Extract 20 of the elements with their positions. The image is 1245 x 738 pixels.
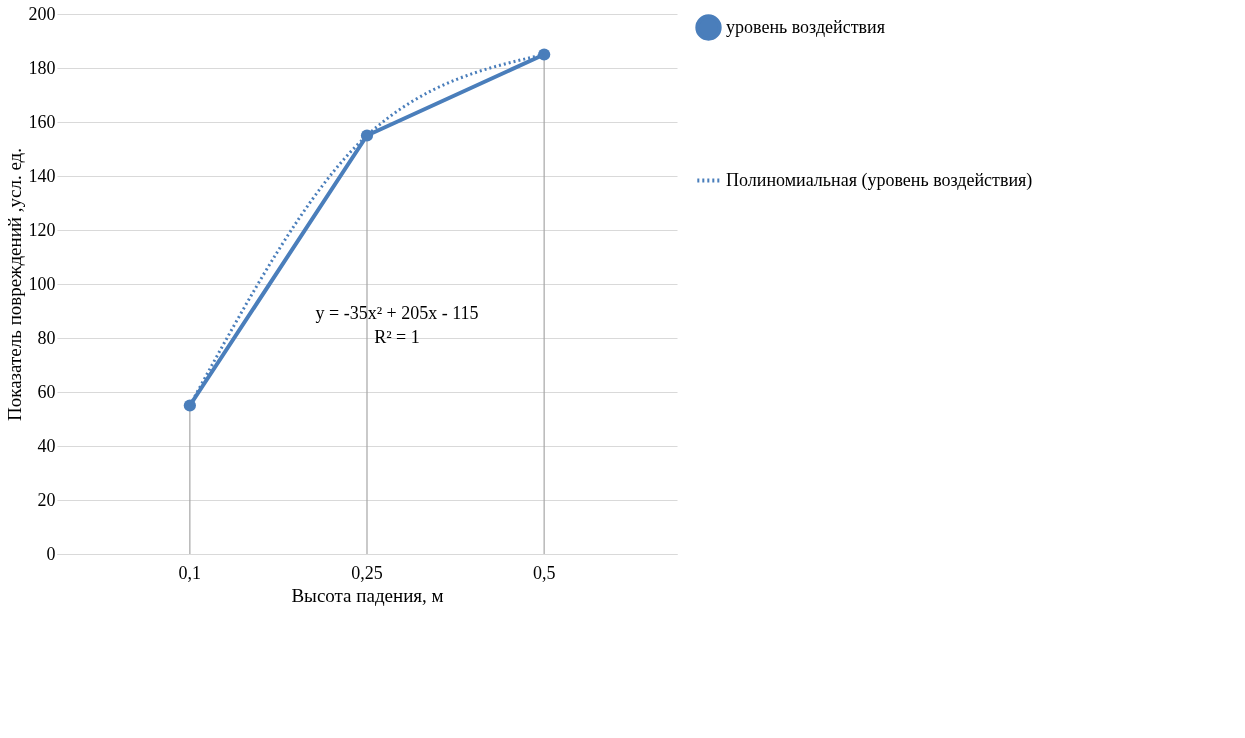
y-tick-label: 40 (37, 435, 56, 456)
y-tick-label: 100 (28, 273, 56, 294)
x-tick-label: 0,25 (351, 562, 383, 583)
x-tick-label: 0,1 (178, 562, 202, 583)
x-axis-title: Высота падения, м (291, 584, 444, 606)
y-tick-label: 20 (37, 489, 56, 510)
annotation: R² = 1 (374, 327, 420, 347)
y-tick-label: 80 (37, 327, 56, 348)
y-axis-title: Показатель повреждений ,усл. ед. (3, 148, 25, 421)
y-tick-label: 200 (28, 3, 56, 24)
y-tick-label: 140 (28, 165, 56, 186)
y-tick-label: 160 (28, 111, 56, 132)
y-tick-label: 180 (28, 57, 56, 78)
y-tick-label: 0 (46, 543, 56, 564)
annotation: y = -35x² + 205x - 115 (315, 303, 479, 323)
legend-label: уровень воздействия (726, 16, 885, 37)
legend-label: Полиномиальная (уровень воздействия) (726, 169, 1033, 191)
x-tick-label: 0,5 (532, 562, 556, 583)
y-tick-label: 120 (28, 219, 56, 240)
y-tick-label: 60 (37, 381, 56, 402)
